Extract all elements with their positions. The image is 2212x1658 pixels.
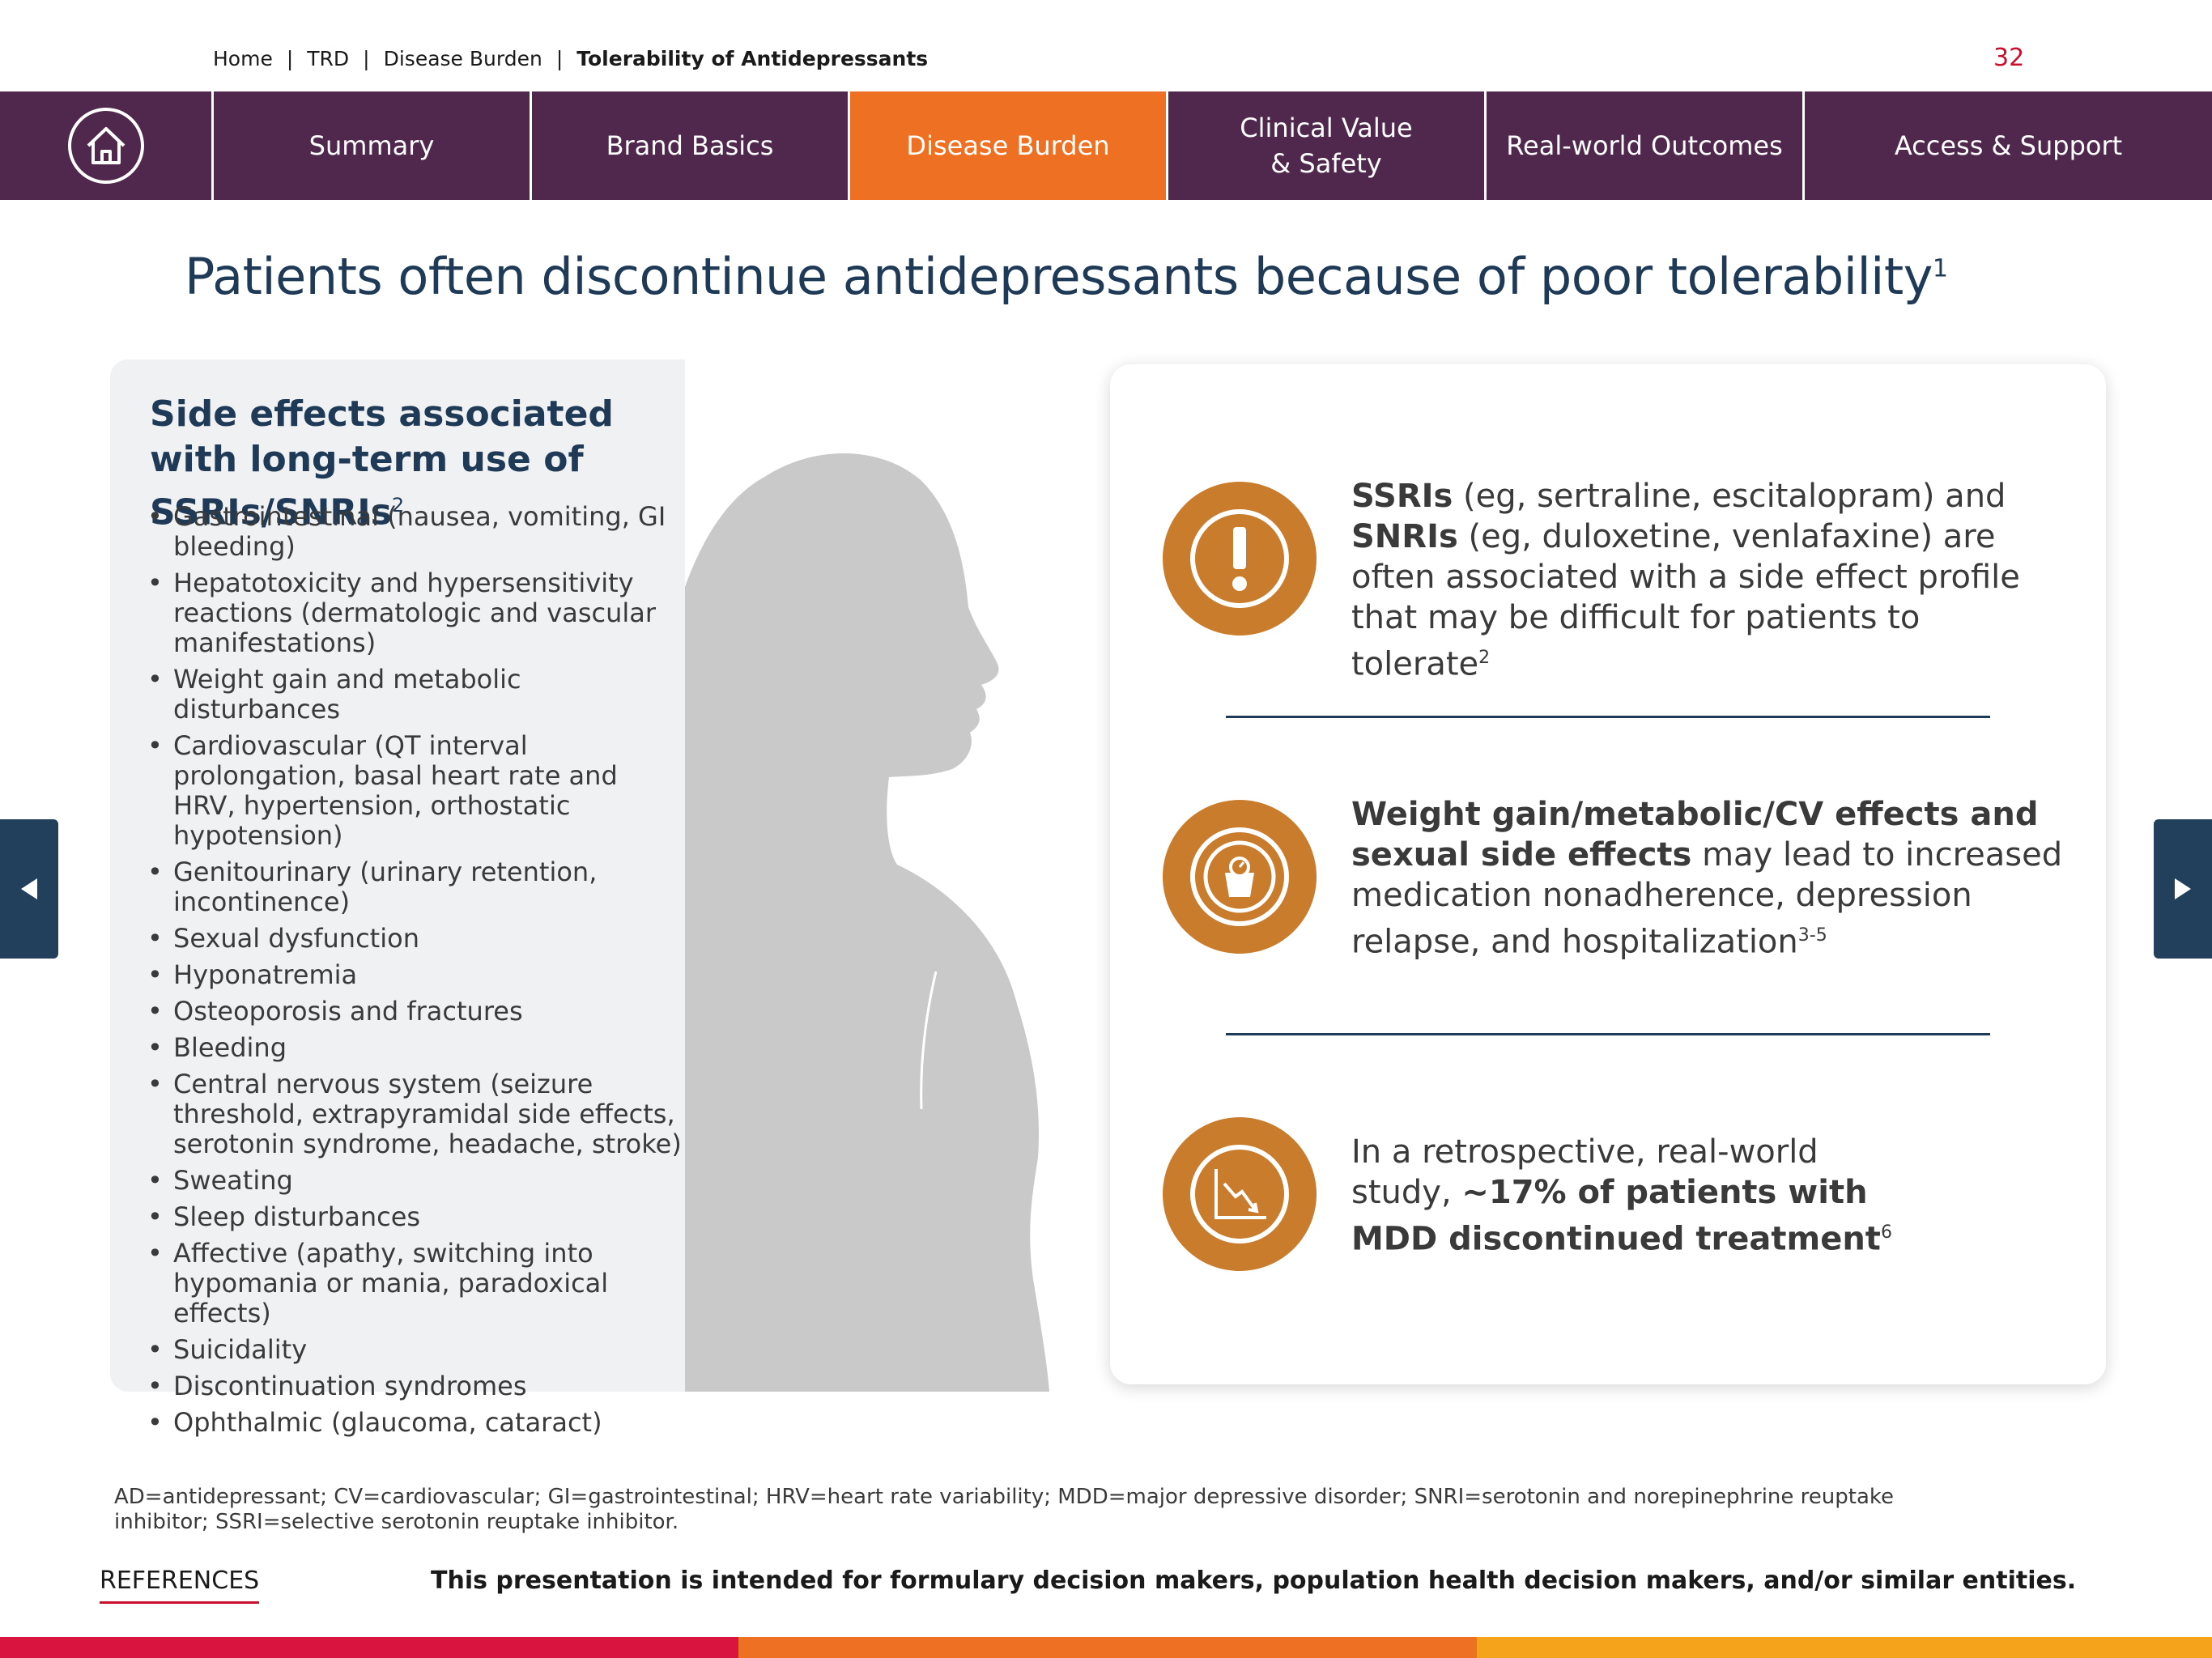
list-item: Sleep disturbances <box>147 1202 682 1233</box>
breadcrumb: Home | TRD | Disease Burden | Tolerabili… <box>213 47 928 70</box>
previous-page-button[interactable] <box>0 819 58 959</box>
tab-real-world-outcomes[interactable]: Real-world Outcomes <box>1487 91 1805 200</box>
tab-summary[interactable]: Summary <box>214 91 532 200</box>
point-ssri-snri: SSRIs (eg, sertraline, escitalopram) and… <box>1351 476 2064 684</box>
abbreviations: AD=antidepressant; CV=cardiovascular; GI… <box>114 1485 1895 1534</box>
list-item: Hyponatremia <box>147 960 682 991</box>
breadcrumb-home[interactable]: Home <box>213 47 273 70</box>
page-number: 32 <box>1993 44 2025 72</box>
breadcrumb-separator: | <box>286 47 294 70</box>
footer-bar-red <box>0 1637 738 1658</box>
references-link[interactable]: REFERENCES <box>100 1567 260 1604</box>
list-item: Central nervous system (seizure threshol… <box>147 1069 682 1159</box>
side-effects-list: Gastrointestinal (nausea, vomiting, GI b… <box>147 502 682 1444</box>
side-effects-heading: Side effects associated with long-term u… <box>150 392 668 536</box>
list-item: Affective (apathy, switching into hypoma… <box>147 1239 682 1329</box>
tab-clinical-value-safety[interactable]: Clinical Value & Safety <box>1168 91 1487 200</box>
list-item: Suicidality <box>147 1335 682 1366</box>
tab-brand-basics[interactable]: Brand Basics <box>532 91 850 200</box>
page-title: Patients often discontinue antidepressan… <box>185 247 1948 306</box>
main-nav: Summary Brand Basics Disease Burden Clin… <box>0 91 2212 200</box>
list-item: Sexual dysfunction <box>147 924 682 954</box>
divider <box>1226 1033 1990 1035</box>
declining-chart-icon <box>1163 1117 1317 1271</box>
breadcrumb-trd[interactable]: TRD <box>307 47 350 70</box>
footer-bar-orange <box>738 1637 1477 1658</box>
home-button[interactable] <box>0 91 214 200</box>
point-2-text: may lead to increased medication nonadhe… <box>1351 836 2063 961</box>
list-item: Genitourinary (urinary retention, incont… <box>147 857 682 917</box>
point-3-bold: ~17% of patients with MDD discontinued t… <box>1351 1174 1881 1258</box>
page-title-ref: 1 <box>1932 254 1948 283</box>
point-1-bold-snri: SNRIs <box>1351 518 1458 555</box>
list-item: Cardiovascular (QT interval prolongation… <box>147 731 682 851</box>
list-item: Hepatotoxicity and hypersensitivity reac… <box>147 568 682 658</box>
list-item: Sweating <box>147 1166 682 1197</box>
breadcrumb-disease-burden[interactable]: Disease Burden <box>383 47 542 70</box>
chevron-left-icon <box>21 878 37 899</box>
point-3-ref: 6 <box>1880 1222 1892 1243</box>
human-silhouette-image <box>685 453 1049 1392</box>
next-page-button[interactable] <box>2154 819 2212 959</box>
breadcrumb-current: Tolerability of Antidepressants <box>576 47 929 70</box>
tab-access-support[interactable]: Access & Support <box>1894 130 2123 161</box>
page-title-text: Patients often discontinue antidepressan… <box>185 247 1933 306</box>
list-item: Gastrointestinal (nausea, vomiting, GI b… <box>147 502 682 562</box>
point-discontinuation: In a retrospective, real-world study, ~1… <box>1351 1132 1902 1259</box>
list-item: Discontinuation syndromes <box>147 1371 682 1402</box>
tab-disease-burden[interactable]: Disease Burden <box>850 91 1168 200</box>
point-1-bold-ssri: SSRIs <box>1351 478 1453 515</box>
point-1-text-b: (eg, duloxetine, venlafaxine) are often … <box>1351 518 2020 683</box>
list-item: Weight gain and metabolic disturbances <box>147 665 682 725</box>
point-1-ref: 2 <box>1478 648 1491 668</box>
divider <box>1226 716 1990 718</box>
footer-bar-yellow <box>1477 1637 2212 1658</box>
breadcrumb-separator: | <box>555 47 564 70</box>
point-2-ref: 3-5 <box>1797 925 1827 946</box>
exclamation-icon <box>1163 482 1317 636</box>
side-effects-heading-text: Side effects associated with long-term u… <box>150 393 614 534</box>
disclaimer: This presentation is intended for formul… <box>431 1567 2077 1595</box>
home-icon <box>67 108 144 184</box>
list-item: Ophthalmic (glaucoma, cataract) <box>147 1408 682 1439</box>
point-2-bold: Weight gain/metabolic/CV effects and sex… <box>1351 796 2039 874</box>
chevron-right-icon <box>2175 878 2191 899</box>
footer-color-bar <box>0 1637 2212 1658</box>
list-item: Osteoporosis and fractures <box>147 997 682 1027</box>
point-3-text: In a retrospective, real-world study, <box>1351 1133 1819 1211</box>
breadcrumb-separator: | <box>363 47 370 70</box>
point-weight-sexual: Weight gain/metabolic/CV effects and sex… <box>1351 794 2064 962</box>
list-item: Bleeding <box>147 1033 682 1064</box>
scale-icon <box>1163 800 1317 954</box>
point-1-text-a: (eg, sertraline, escitalopram) and <box>1453 478 2006 515</box>
